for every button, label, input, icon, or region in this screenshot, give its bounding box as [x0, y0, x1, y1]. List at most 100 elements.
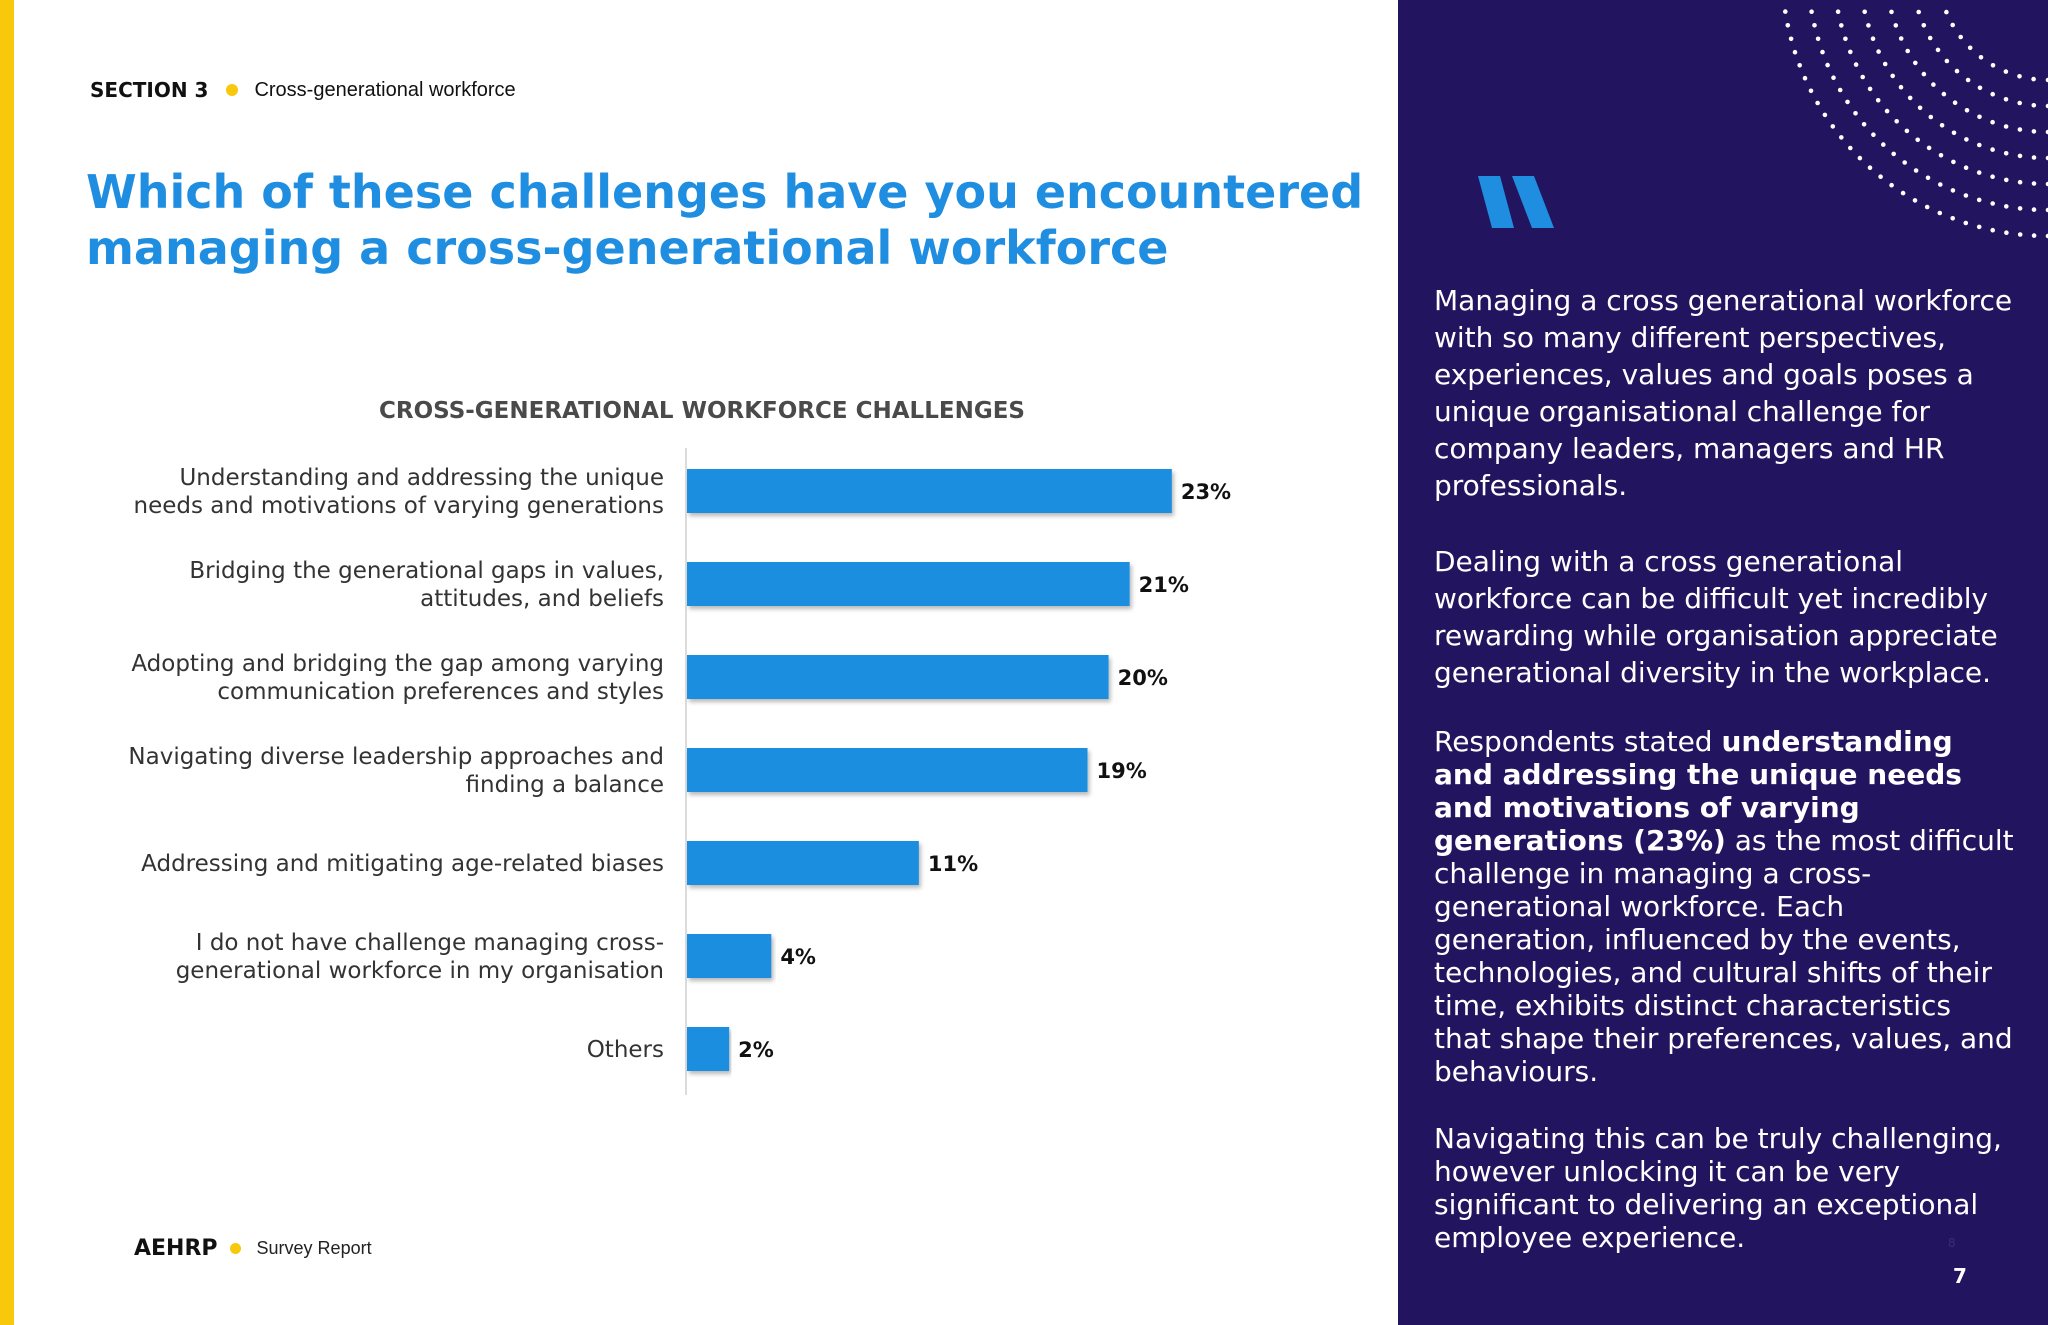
- pattern-dot: [2017, 153, 2023, 159]
- category-label-line: I do not have challenge managing cross-: [196, 930, 664, 956]
- pattern-dot: [1952, 100, 1958, 105]
- pattern-dot: [1904, 128, 1910, 134]
- pattern-dot: [1964, 137, 1969, 142]
- pattern-dot: [1990, 119, 1995, 125]
- category-label-6: I do not have challenge managing cross-g…: [176, 930, 664, 984]
- pattern-dot: [1976, 197, 1982, 203]
- section-dot-icon: [226, 84, 239, 96]
- pattern-dot: [1812, 23, 1817, 28]
- pattern-dot: [2031, 233, 2037, 238]
- pattern-dot: [1853, 111, 1858, 116]
- pattern-dot: [1977, 85, 1983, 91]
- pattern-dot: [2004, 230, 2009, 235]
- pattern-dot: [1797, 63, 1802, 68]
- pattern-dot: [1954, 68, 1960, 74]
- pattern-dot: [1898, 84, 1904, 90]
- bar-2: [687, 562, 1130, 606]
- pattern-dot: [2045, 233, 2048, 239]
- pattern-dot: [1978, 55, 1984, 60]
- pattern-dot: [1913, 168, 1919, 173]
- pattern-dot: [2045, 155, 2048, 161]
- pattern-dot: [1882, 61, 1888, 67]
- pattern-dot: [1921, 71, 1927, 77]
- pattern-dot: [1783, 9, 1788, 14]
- pattern-dot: [2017, 206, 2023, 211]
- pattern-dot: [2017, 100, 2022, 106]
- pattern-dot: [1894, 119, 1899, 124]
- pattern-dot: [1965, 77, 1971, 83]
- pattern-dot: [1916, 9, 1921, 15]
- pattern-dot: [1990, 201, 1995, 206]
- pattern-dot: [1944, 9, 1949, 15]
- category-label-line: Bridging the generational gaps in values…: [189, 558, 664, 584]
- pattern-dot: [1848, 49, 1853, 55]
- pattern-dot: [1831, 75, 1836, 80]
- pattern-dot: [1927, 35, 1933, 41]
- pattern-dot: [1921, 23, 1927, 28]
- footer-dot-icon: [229, 1243, 241, 1254]
- pattern-dot: [1820, 49, 1825, 55]
- pattern-dot: [1915, 137, 1920, 143]
- pattern-dot: [2003, 151, 2009, 156]
- data-label-3: 20%: [1118, 666, 1168, 690]
- insight-sidebar: Managing a cross generational workforce …: [1398, 0, 2048, 1325]
- category-label-line: Adopting and bridging the gap among vary…: [131, 651, 664, 677]
- category-label-line: Navigating diverse leadership approaches…: [128, 744, 664, 770]
- pattern-dot: [1825, 62, 1830, 68]
- section-topic: Cross-generational workforce: [254, 78, 516, 101]
- bar-3: [687, 655, 1109, 699]
- pattern-dot: [1917, 105, 1923, 111]
- pattern-dot: [1889, 182, 1894, 188]
- pattern-dot: [1938, 153, 1944, 158]
- ghost-page-number: 8: [1948, 1236, 1956, 1250]
- bar-chart: CROSS-GENERATIONAL WORKFORCE CHALLENGES 2…: [128, 398, 1231, 1095]
- pattern-dot: [1976, 224, 1982, 230]
- category-label-line: communication preferences and styles: [217, 679, 664, 705]
- pattern-dot: [1845, 99, 1850, 105]
- category-label-line: Understanding and addressing the unique: [179, 465, 664, 491]
- data-label-7: 2%: [738, 1038, 774, 1062]
- footer-brand: AEHRP: [134, 1236, 218, 1261]
- pattern-dot: [2017, 74, 2022, 79]
- category-label-line: attitudes, and beliefs: [420, 586, 664, 612]
- pattern-dot: [1891, 151, 1896, 157]
- sidebar-p3-rest: as the most difficult challenge in manag…: [1434, 824, 2014, 1088]
- sidebar-p3-highlight: understanding and addressing the unique …: [1434, 725, 1962, 857]
- pattern-dot: [1944, 58, 1950, 64]
- bar-5: [687, 841, 919, 885]
- sidebar-p3-intro: Respondents stated: [1434, 725, 1722, 758]
- section-label: SECTION 3: [90, 78, 209, 102]
- pattern-dot: [1963, 220, 1969, 226]
- pattern-dot: [1871, 132, 1876, 137]
- pattern-dot: [2031, 181, 2037, 186]
- pattern-dot: [1788, 36, 1794, 42]
- pattern-dot: [1802, 75, 1808, 81]
- sidebar-paragraph-4: Navigating this can be truly challenging…: [1434, 1122, 2002, 1254]
- sidebar-paragraph-1: Managing a cross generational workforce …: [1434, 284, 2013, 502]
- pattern-dot: [2003, 69, 2009, 74]
- pattern-dot: [1792, 49, 1798, 55]
- pattern-dot: [1815, 36, 1821, 42]
- footer-report-label: Survey Report: [256, 1238, 372, 1258]
- pattern-dot: [1839, 23, 1844, 28]
- pattern-dot: [2045, 77, 2048, 83]
- pattern-dot: [2003, 97, 2009, 102]
- category-label-1: Understanding and addressing the unique n…: [134, 465, 665, 519]
- pattern-dot: [2031, 155, 2037, 160]
- data-label-5: 11%: [928, 852, 978, 876]
- pattern-dot: [1893, 23, 1899, 28]
- pattern-dot: [2017, 232, 2023, 237]
- pattern-dot: [2003, 124, 2009, 129]
- page-title: Which of these challenges have you encou…: [86, 165, 1364, 275]
- pattern-dot: [1866, 23, 1871, 28]
- bar-7: [687, 1027, 730, 1071]
- pattern-dot: [1837, 87, 1843, 93]
- pattern-dot: [1875, 98, 1881, 103]
- pattern-dot: [1861, 122, 1867, 127]
- pattern-dot: [1839, 135, 1844, 140]
- bar-4: [687, 748, 1088, 792]
- pattern-dot: [1964, 108, 1970, 113]
- pattern-dot: [1926, 145, 1932, 151]
- pattern-dot: [1939, 123, 1945, 128]
- pattern-dot: [2045, 103, 2048, 109]
